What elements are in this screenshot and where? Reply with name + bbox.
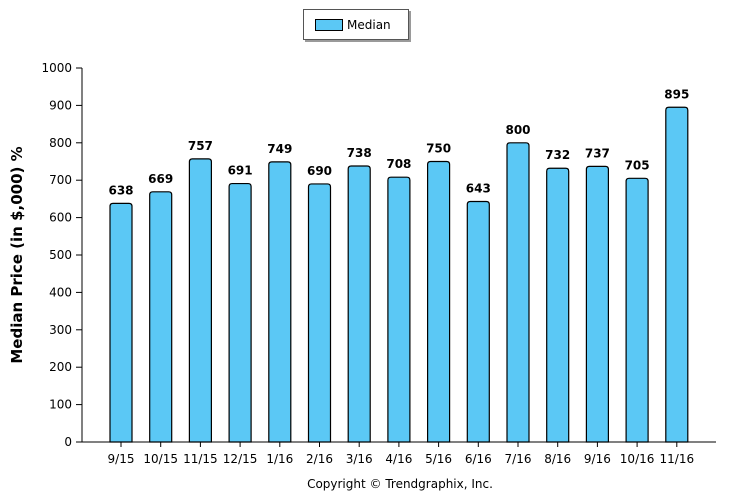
- bar: [625, 177, 649, 443]
- x-tick-label: 3/16: [346, 452, 373, 466]
- data-label: 732: [545, 148, 570, 162]
- data-label: 643: [466, 182, 491, 196]
- x-tick-label: 5/16: [425, 452, 452, 466]
- x-tick-label: 2/16: [306, 452, 333, 466]
- bar: [387, 176, 411, 443]
- y-tick-label: 300: [49, 323, 72, 337]
- legend: Median: [303, 9, 409, 40]
- y-tick-label: 0: [64, 435, 72, 449]
- x-tick-label: 6/16: [465, 452, 492, 466]
- data-label: 737: [585, 146, 610, 160]
- bar: [466, 200, 490, 443]
- data-label: 800: [505, 123, 530, 137]
- x-axis: 9/15 10/15 11/15 12/15 1/16 2/16 3/16 4/16 5/16 6…: [82, 441, 716, 466]
- y-tick-label: 800: [49, 136, 72, 150]
- x-tick-label: 4/16: [385, 452, 412, 466]
- x-tick-label: 11/16: [660, 452, 695, 466]
- bar: [307, 183, 332, 443]
- x-tick-label: 11/15: [183, 452, 218, 466]
- x-tick-label: 8/16: [544, 452, 571, 466]
- data-label: 895: [664, 87, 689, 101]
- y-tick-label: 400: [49, 285, 72, 299]
- y-tick-label: 700: [49, 173, 72, 187]
- data-label: 708: [386, 157, 411, 171]
- y-axis: 0 100 200 300 400 500 600 700 800 900 1000: [41, 61, 83, 449]
- bar: [109, 202, 133, 443]
- bar: [268, 161, 292, 443]
- bars: 638 669 757 691 749 690 738 708 750 643 800 732 737 7…: [108, 87, 689, 443]
- data-label: 691: [228, 164, 253, 178]
- x-tick-label: 7/16: [505, 452, 532, 466]
- y-tick-label: 100: [49, 398, 72, 412]
- data-label: 738: [347, 146, 372, 160]
- data-label: 638: [108, 183, 133, 197]
- data-label: 750: [426, 142, 451, 156]
- x-tick-label: 10/16: [620, 452, 655, 466]
- bar: [347, 165, 371, 443]
- bar: [665, 106, 689, 443]
- x-tick-label: 9/15: [108, 452, 135, 466]
- copyright-footer: Copyright © Trendgraphix, Inc.: [307, 477, 493, 491]
- bar: [585, 165, 609, 443]
- bar: [149, 191, 173, 443]
- y-tick-label: 500: [49, 248, 72, 262]
- data-label: 749: [267, 142, 292, 156]
- x-tick-label: 12/15: [223, 452, 258, 466]
- y-axis-label: Median Price (in $,000) %: [8, 146, 26, 364]
- data-label: 690: [307, 164, 332, 178]
- bar: [228, 182, 252, 443]
- y-tick-label: 200: [49, 360, 72, 374]
- y-tick-label: 600: [49, 211, 72, 225]
- x-tick-label: 10/15: [143, 452, 178, 466]
- data-label: 757: [188, 139, 213, 153]
- bar: [427, 160, 451, 443]
- legend-label-median: Median: [347, 17, 391, 32]
- bar: [188, 158, 212, 443]
- bar: [546, 167, 570, 443]
- x-tick-label: 9/16: [584, 452, 611, 466]
- y-tick-label: 1000: [41, 61, 72, 75]
- legend-swatch: [315, 18, 343, 31]
- data-label: 669: [148, 172, 173, 186]
- x-tick-label: 1/16: [266, 452, 293, 466]
- bar: [506, 142, 530, 443]
- y-tick-label: 900: [49, 98, 72, 112]
- data-label: 705: [625, 158, 650, 172]
